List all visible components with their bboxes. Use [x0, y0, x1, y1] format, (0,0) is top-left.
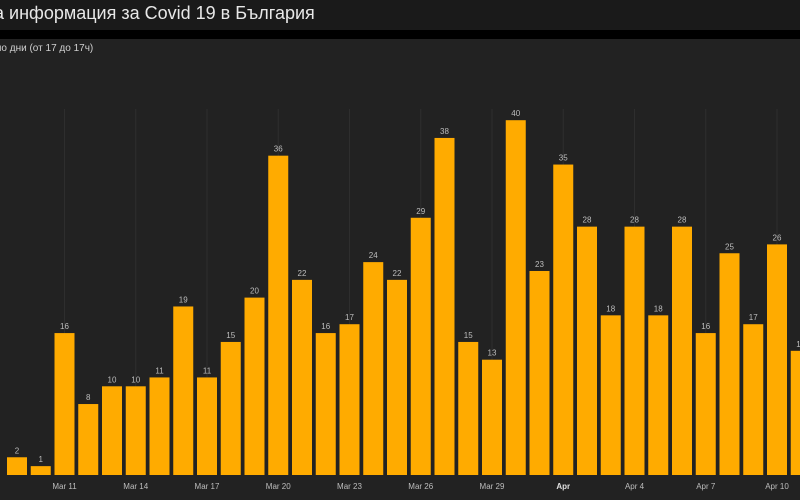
bar: [149, 377, 170, 475]
bar-value-label: 16: [321, 322, 330, 331]
bar-value-label: 8: [86, 393, 91, 402]
bar-value-label: 11: [155, 366, 164, 375]
bar: [102, 386, 122, 475]
bar: [410, 217, 431, 475]
bar-value-label: 18: [654, 304, 663, 313]
bar: [220, 341, 241, 475]
bar: [292, 279, 312, 475]
bar-value-label: 22: [393, 269, 402, 278]
bar: [648, 315, 669, 475]
bar: [529, 270, 550, 475]
bar: [54, 333, 75, 475]
chart-subtitle: по дни (от 17 до 17ч): [0, 43, 94, 54]
bar-value-label: 18: [606, 304, 615, 313]
bar: [790, 350, 800, 475]
bar-value-label: 15: [464, 331, 473, 340]
page-title: а информация за Covid 19 в България: [0, 3, 315, 23]
bar: [743, 324, 764, 475]
x-tick-label: Apr: [556, 482, 570, 491]
header-bar: а информация за Covid 19 в България: [0, 0, 800, 30]
bar-value-label: 13: [488, 349, 497, 358]
x-tick-label: Mar 20: [266, 482, 291, 491]
bar: [78, 404, 99, 475]
bar-value-label: 15: [226, 331, 235, 340]
bar: [767, 244, 787, 475]
bar: [125, 386, 146, 475]
x-tick-label: Apr 7: [696, 482, 716, 491]
bar: [268, 155, 289, 475]
bar-value-label: 24: [369, 251, 378, 260]
x-tick-label: Mar 14: [123, 482, 148, 491]
bar-value-label: 20: [250, 287, 259, 296]
bar: [672, 226, 692, 475]
bar: [244, 297, 265, 475]
x-tick-label: Mar 29: [480, 482, 505, 491]
bar-chart: 2 1 16 8 10 10 11 19 11 15 20 36 22 16 17 24 22 29 38 15 13 4…: [7, 109, 800, 491]
x-tick-label: Apr 4: [625, 482, 645, 491]
bar-value-label: 19: [179, 295, 188, 304]
bar: [434, 137, 455, 475]
bar: [387, 279, 407, 475]
bar-value-label: 35: [559, 154, 568, 163]
x-tick-label: Mar 11: [52, 482, 77, 491]
bar-value-label: 17: [749, 313, 758, 322]
bar-value-label: 22: [298, 269, 307, 278]
bar-value-label: 14: [796, 340, 800, 349]
bar-value-label: 28: [630, 216, 639, 225]
bar-value-label: 11: [203, 366, 212, 375]
bar: [30, 466, 51, 475]
bar: [695, 333, 716, 475]
x-tick-label: Mar 17: [195, 482, 220, 491]
bar-value-label: 16: [60, 322, 69, 331]
bar-value-label: 16: [701, 322, 710, 331]
bar: [600, 315, 621, 475]
bar-value-label: 1: [39, 455, 44, 464]
bar: [482, 359, 502, 475]
x-tick-label: Apr 10: [765, 482, 789, 491]
x-tick-label: Mar 23: [337, 482, 362, 491]
bar-value-label: 10: [131, 375, 140, 384]
bar-value-label: 28: [583, 216, 592, 225]
bar-value-label: 40: [511, 109, 520, 118]
bar: [7, 457, 27, 475]
bar: [458, 341, 479, 475]
bar-value-label: 29: [416, 207, 425, 216]
divider: [0, 30, 800, 39]
bar: [624, 226, 645, 475]
bar-value-label: 38: [440, 127, 449, 136]
bar: [505, 120, 526, 475]
bar: [363, 262, 384, 475]
bar-value-label: 28: [678, 216, 687, 225]
x-tick-label: Mar 26: [408, 482, 433, 491]
bar: [315, 333, 336, 475]
bar-value-label: 23: [535, 260, 544, 269]
chart-panel: по дни (от 17 до 17ч) 2 1 16 8 10 10 11 19 11 15 2…: [0, 39, 800, 500]
bar-value-label: 25: [725, 242, 734, 251]
bar-value-label: 26: [773, 233, 782, 242]
bar-value-label: 2: [15, 446, 20, 455]
bar: [173, 306, 194, 475]
bar: [197, 377, 217, 475]
bar: [553, 164, 574, 476]
bar-value-label: 36: [274, 145, 283, 154]
bar: [719, 253, 740, 475]
bar-value-label: 10: [108, 375, 117, 384]
bar: [339, 324, 360, 475]
bar: [577, 226, 597, 475]
bar-value-label: 17: [345, 313, 354, 322]
